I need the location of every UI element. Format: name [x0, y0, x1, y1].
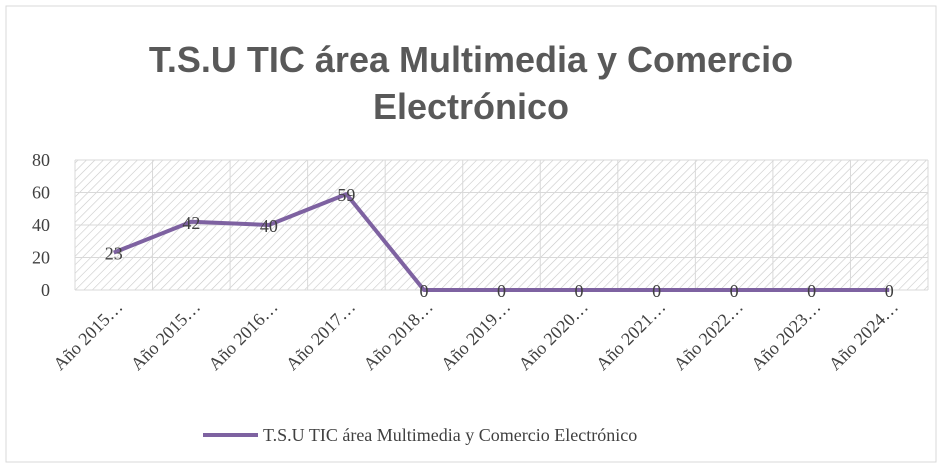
legend-label: T.S.U TIC área Multimedia y Comercio Ele… — [263, 425, 637, 445]
data-label: 0 — [730, 281, 739, 301]
data-label: 0 — [419, 281, 428, 301]
y-tick-label: 40 — [32, 215, 50, 235]
data-label: 0 — [807, 281, 816, 301]
y-tick-label: 60 — [32, 183, 50, 203]
line-series — [113, 192, 890, 292]
data-label: 40 — [260, 216, 278, 236]
data-label: 23 — [105, 244, 123, 264]
data-label: 0 — [575, 281, 584, 301]
data-label: 42 — [182, 213, 200, 233]
data-label: 0 — [497, 281, 506, 301]
chart-title: T.S.U TIC área Multimedia y Comercio Ele… — [148, 39, 794, 127]
data-label: 0 — [652, 281, 661, 301]
data-label: 0 — [885, 281, 894, 301]
y-tick-label: 20 — [32, 248, 50, 268]
data-label: 59 — [337, 185, 355, 205]
y-tick-label: 0 — [41, 280, 50, 300]
y-tick-label: 80 — [32, 150, 50, 170]
